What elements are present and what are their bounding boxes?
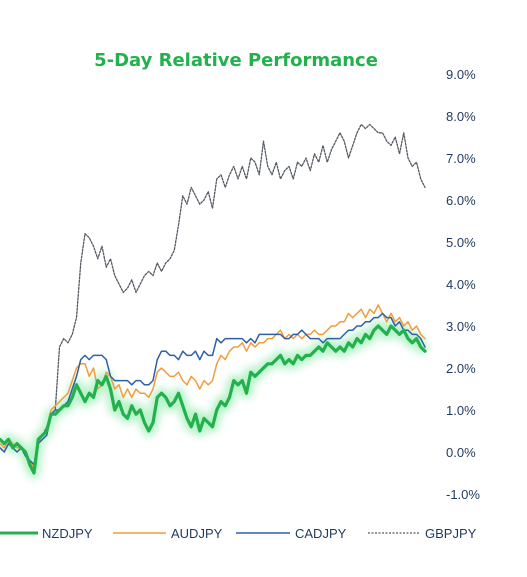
series-line-nzdjpy [0, 324, 427, 475]
y-tick-label: 8.0% [446, 109, 476, 124]
legend-label-gbpjpy: GBPJPY [425, 526, 477, 541]
legend: NZDJPY AUDJPY CADJPY GBPJPY [0, 526, 477, 541]
series-line-glow [0, 320, 430, 479]
legend-label-nzdjpy: NZDJPY [42, 526, 93, 541]
y-axis: 9.0% 8.0% 7.0% 6.0% 5.0% 4.0% 3.0% 2.0% 1.0% 0.0%… [446, 67, 480, 502]
y-tick-label: 7.0% [446, 151, 476, 166]
y-tick-label: 5.0% [446, 235, 476, 250]
series-line-gbpjpy [0, 123, 426, 466]
y-tick-label: 0.0% [446, 445, 476, 460]
y-tick-label: 6.0% [446, 193, 476, 208]
chart-title: 5-Day Relative Performance [94, 50, 378, 71]
plot-area [0, 123, 430, 479]
y-tick-label: 4.0% [446, 277, 476, 292]
y-tick-label: 3.0% [446, 319, 476, 334]
series-line-cadjpy [0, 312, 426, 466]
legend-label-audjpy: AUDJPY [171, 526, 223, 541]
legend-label-cadjpy: CADJPY [295, 526, 347, 541]
y-tick-label: -1.0% [446, 487, 480, 502]
y-tick-label: 9.0% [446, 67, 476, 82]
y-tick-label: 2.0% [446, 361, 476, 376]
y-tick-label: 1.0% [446, 403, 476, 418]
series-line-audjpy [0, 304, 426, 470]
